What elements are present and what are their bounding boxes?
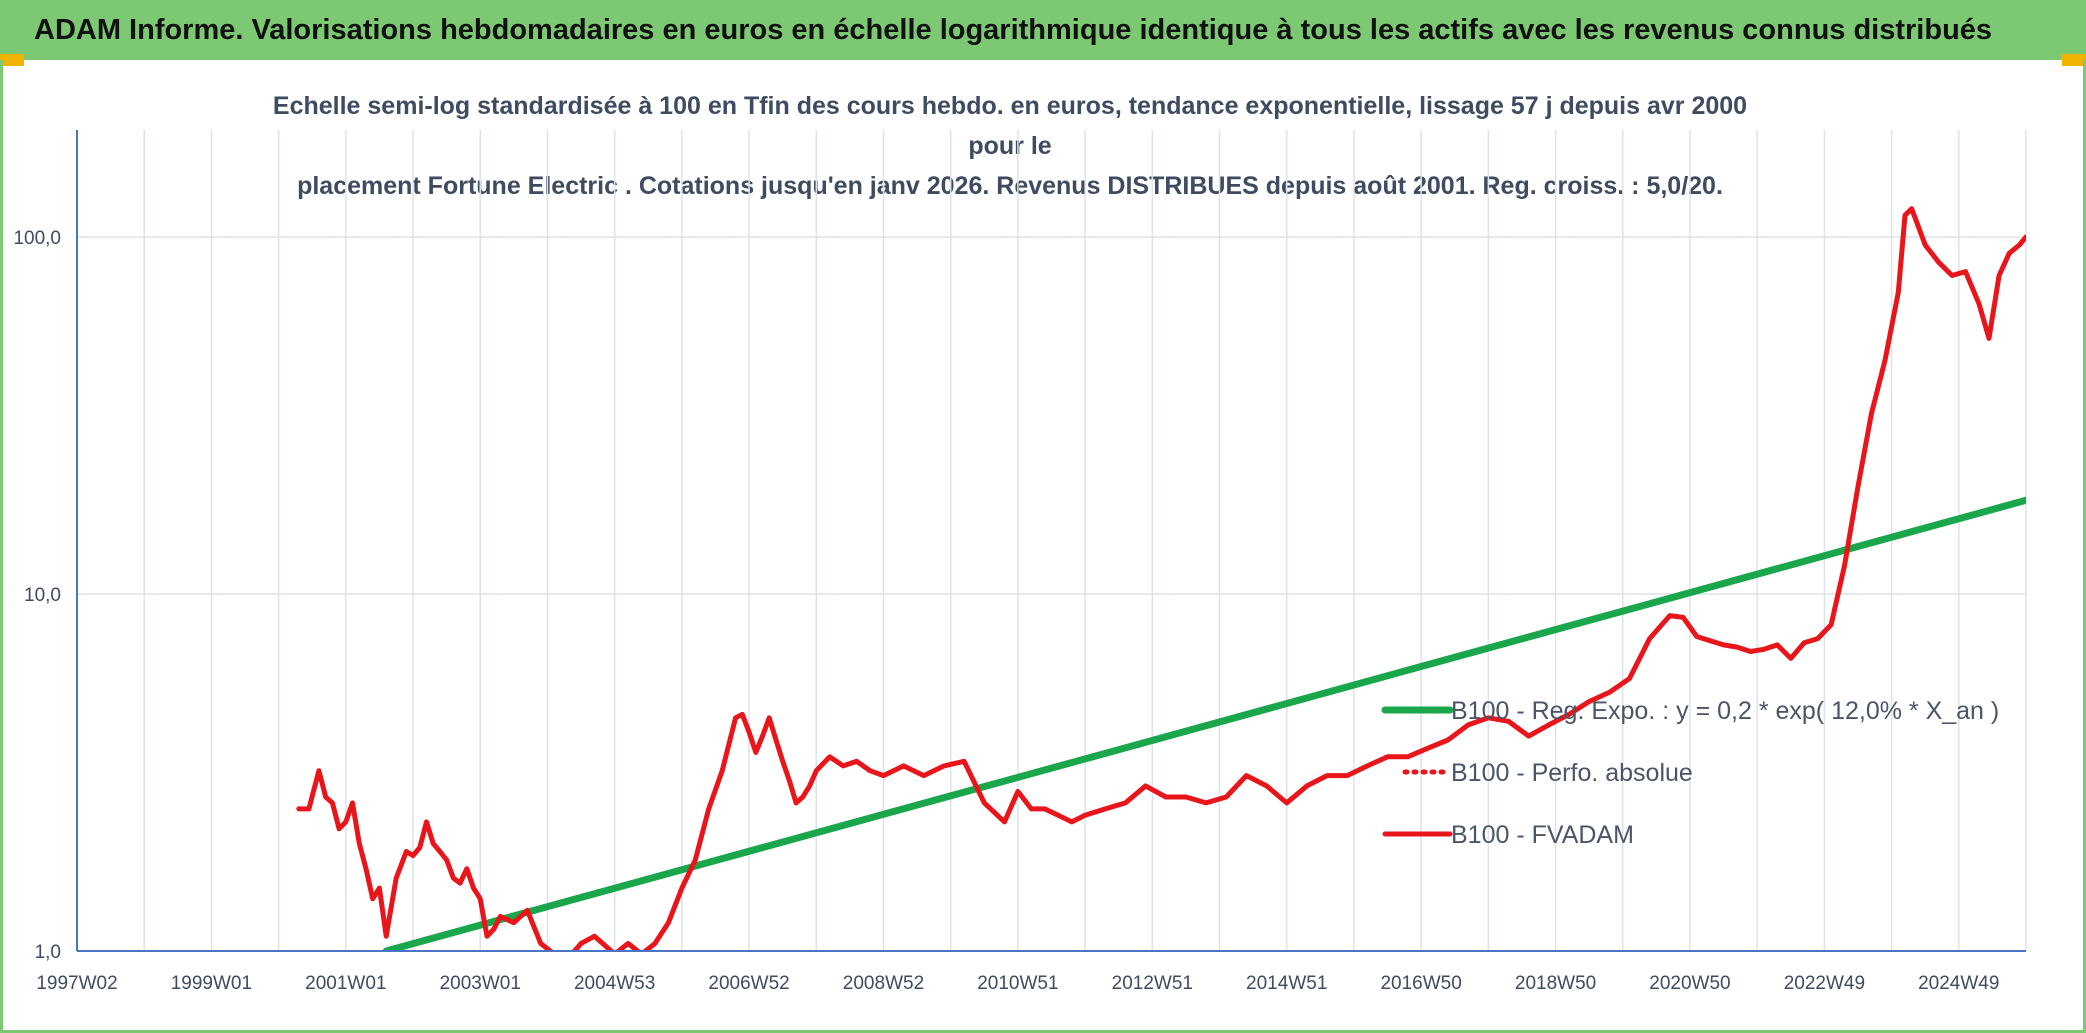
y-tick-label: 1,0: [35, 942, 61, 963]
tick-labels: 1,0 10,0 100,0 1997W02 1999W01 2001W01 2003W01…: [13, 228, 1999, 994]
corner-marker-right: [2062, 54, 2086, 66]
x-tick-label: 2004W53: [574, 973, 655, 994]
x-tick-label: 2012W51: [1112, 973, 1193, 994]
x-tick-label: 2024W49: [1918, 973, 1999, 994]
legend-entry-label: B100 - Perfo. absolue: [1451, 759, 1693, 787]
x-tick-label: 2010W51: [977, 973, 1058, 994]
chart-frame: [0, 60, 2086, 1033]
series-lines: [296, 206, 2026, 951]
grid-lines: [76, 130, 2027, 952]
chart-subtitle-line-2: placement Fortune Electric . Cotations j…: [297, 172, 1723, 200]
x-tick-label: 2016W50: [1380, 973, 1461, 994]
report-title: ADAM Informe. Valorisations hebdomadaire…: [0, 0, 2086, 60]
x-tick-label: 1999W01: [171, 973, 252, 994]
corner-marker-left: [0, 54, 24, 66]
series-line-regression: [382, 496, 2026, 951]
chart-subtitle-line-1: Echelle semi-log standardisée à 100 en T…: [272, 92, 1748, 160]
x-tick-label: 2001W01: [305, 973, 386, 994]
chart-subtitle: Echelle semi-log standardisée à 100 en T…: [260, 86, 1760, 206]
legend-entry-label: B100 - Reg. Expo. : y = 0,2 * exp( 12,0%…: [1451, 697, 1999, 725]
x-tick-label: 1997W02: [36, 973, 117, 994]
legend-entry-label: B100 - FVADAM: [1451, 821, 1634, 849]
x-tick-label: 2003W01: [440, 973, 521, 994]
x-tick-label: 2008W52: [843, 973, 924, 994]
x-tick-label: 2020W50: [1649, 973, 1730, 994]
x-tick-label: 2006W52: [708, 973, 789, 994]
x-tick-label: 2018W50: [1515, 973, 1596, 994]
y-tick-label: 100,0: [13, 228, 61, 249]
series-line-fvadam: [296, 206, 2026, 951]
axes: [76, 130, 2026, 952]
y-tick-label: 10,0: [24, 585, 61, 606]
x-tick-label: 2014W51: [1246, 973, 1327, 994]
x-tick-label: 2022W49: [1784, 973, 1865, 994]
legend: B100 - Reg. Expo. : y = 0,2 * exp( 12,0%…: [1381, 697, 1999, 849]
